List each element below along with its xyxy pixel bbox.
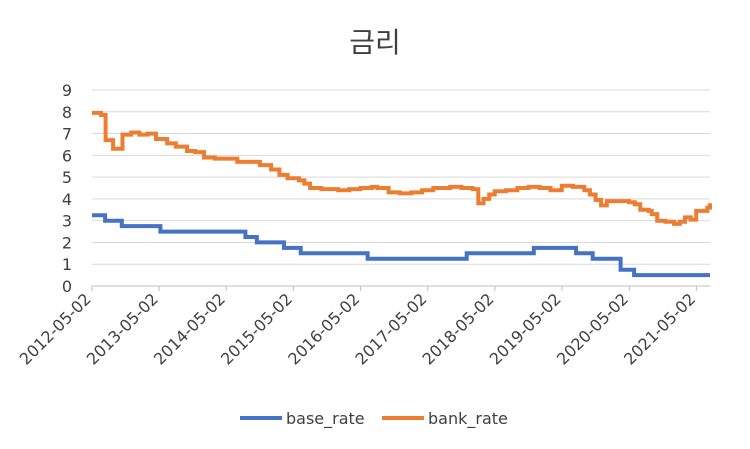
x-tick-label: 2019-05-02 — [486, 289, 565, 368]
legend-label-base_rate: base_rate — [286, 409, 365, 429]
y-tick-label: 2 — [62, 233, 72, 252]
y-tick-label: 9 — [62, 81, 72, 100]
y-tick-label: 5 — [62, 168, 72, 187]
y-tick-label: 8 — [62, 103, 72, 122]
y-tick-label: 1 — [62, 255, 72, 274]
x-tick-label: 2015-05-02 — [217, 289, 296, 368]
y-tick-label: 6 — [62, 146, 72, 165]
y-axis: 0 1 2 3 4 5 6 7 8 9 — [62, 81, 72, 296]
grid — [92, 89, 710, 287]
chart-title: 금리 — [349, 26, 401, 59]
legend: base_rate bank_rate — [240, 409, 508, 429]
legend-label-bank_rate: bank_rate — [428, 409, 508, 429]
x-tick-label: 2021-05-02 — [620, 289, 699, 368]
y-tick-label: 0 — [62, 277, 72, 296]
series-line-bank_rate — [92, 110, 712, 226]
y-tick-label: 3 — [62, 212, 72, 231]
y-tick-label: 7 — [62, 125, 72, 144]
series-line-base_rate — [92, 213, 710, 278]
plot-series — [92, 110, 712, 278]
y-tick-label: 4 — [62, 190, 72, 209]
x-axis: 2012-05-022013-05-022014-05-022015-05-02… — [16, 286, 699, 369]
